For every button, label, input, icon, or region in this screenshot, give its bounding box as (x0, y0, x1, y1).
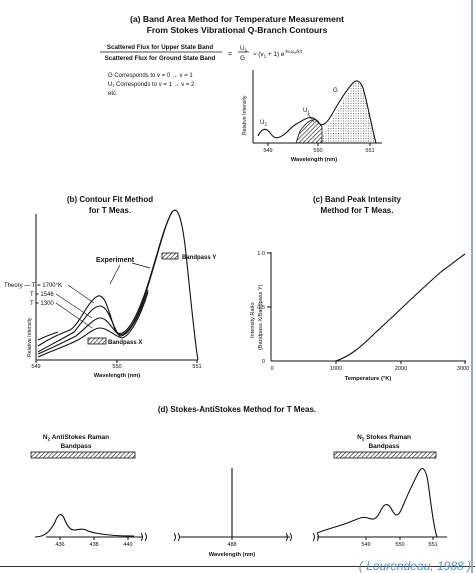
theory-leader-1 (67, 284, 95, 304)
u1-label: U1 (303, 107, 310, 115)
panel-a-contour (257, 80, 377, 144)
panel-c-ytick-label-05: 0.5 (257, 305, 265, 311)
theory-curve-1300 (37, 291, 149, 358)
theory-label-1300: T = 1300 (30, 301, 54, 307)
panel-a-ylabel: Relative Intensity (242, 95, 248, 135)
intensity-ratio-curve (335, 253, 466, 362)
experiment-leader-1 (109, 264, 121, 285)
ratio-equals: = (228, 51, 232, 58)
ratio-g: G (240, 55, 245, 62)
bandpass-x-marker (87, 337, 107, 345)
panel-a-xlabel: Wavelength (nm) (291, 157, 338, 163)
panel-d-title: (d) Stokes-AntiStokes Method for T Meas. (158, 405, 316, 414)
bandpass-y-marker (161, 252, 179, 260)
panel-a-tick-551: 551 (365, 148, 374, 154)
panel-c-xtick-label-3000: 3000 (457, 366, 469, 372)
axis-break-4 (312, 532, 319, 542)
g-band-fill (318, 81, 376, 143)
ratio-numerator: Scattered Flux for Upper State Band (107, 44, 213, 51)
theory-leader-3 (55, 302, 93, 329)
panel-b-xlabel: Wavelength (nm) (94, 373, 141, 379)
bandpass-y-label: Bandpass Y (182, 255, 216, 261)
left-shoulder (37, 331, 59, 341)
citation: ( Lourendeau, 1988 ) (358, 559, 471, 573)
axis-break-1 (140, 532, 147, 542)
panel-c-xtick-label-2000: 2000 (395, 366, 407, 372)
panel-d-tick-488: 488 (227, 542, 236, 548)
anti-stokes-label: N2 AntiStokes Raman (43, 434, 109, 442)
panel-c-ytick-label-0: 0 (262, 359, 265, 365)
panel-b-title-line1: (b) Contour Fit Method (67, 195, 153, 204)
panel-b-ylabel: Relative Intensity (27, 317, 33, 357)
theory-curve-1546 (37, 289, 149, 355)
anti-stokes-bandpass: Bandpass (60, 443, 91, 450)
panel-a-title-line2: From Stokes Vibrational Q-Branch Contour… (147, 25, 328, 35)
axis-break-3 (285, 532, 292, 542)
panel-b-tick-549: 549 (31, 364, 40, 370)
anti-stokes-contour (34, 513, 135, 538)
panel-d-tick-436: 436 (55, 542, 64, 548)
panel-b: (b) Contour Fit Method for T Meas. Relat… (4, 195, 216, 379)
theory-leader-2 (55, 293, 93, 319)
ratio-denominator: Scattered Flux for Ground State Band (105, 55, 216, 62)
panel-c-title-line2: Method for T Meas. (321, 206, 394, 215)
panel-c-ylabel-1: Intensity Ratio (250, 303, 256, 338)
panel-c-xlabel: Temperature (°K) (345, 376, 392, 382)
panel-b-tick-551: 551 (192, 364, 201, 370)
panel-c-ytick-label-1: 1.0 (257, 251, 265, 257)
bandpass-x-label: Bandpass X (108, 340, 142, 346)
stokes-contour (316, 467, 438, 538)
stokes-bandpass: Bandpass (368, 443, 399, 450)
panel-a-tick-549: 549 (263, 148, 272, 154)
experiment-leader-2 (131, 262, 151, 269)
theory-curve-1700 (37, 211, 173, 353)
note-g: G Corresponds to v = 0 → v = 1 (108, 73, 193, 79)
panel-d-tick-440: 440 (123, 542, 132, 548)
panel-b-tick-550: 550 (112, 364, 121, 370)
panel-d-tick-551: 551 (428, 542, 437, 548)
panel-c-xtick-label-0: 0 (270, 366, 273, 372)
u2-label: U2 (260, 119, 267, 127)
panel-d: (d) Stokes-AntiStokes Method for T Meas.… (30, 405, 447, 558)
note-u1: U₁ Corresponds to v = 1 → v = 2 (108, 82, 195, 88)
experiment-label: Experiment (96, 257, 135, 264)
ratio-u: U1 (240, 45, 248, 53)
experiment-curve (37, 209, 199, 361)
stokes-label: N2 Stokes Raman (357, 434, 411, 442)
theory-label-1546: T = 1546 (30, 292, 54, 298)
ratio-rhs: ≈ (v1 + 1) e-hcωe/kT (253, 49, 303, 59)
panel-d-xlabel: Wavelength (nm) (209, 552, 256, 558)
panel-c-xtick-label-1000: 1000 (330, 366, 342, 372)
theory-label-1700: Theory — T = 1700°K (4, 283, 62, 289)
panel-d-tick-550: 550 (395, 542, 404, 548)
right-edge-rule (471, 0, 473, 573)
note-etc: etc. (108, 91, 118, 97)
panel-d-tick-438: 438 (89, 542, 98, 548)
panel-a: (a) Band Area Method for Temperature Mea… (100, 14, 382, 163)
panel-a-title-line1: (a) Band Area Method for Temperature Mea… (130, 14, 344, 24)
panel-c-ylabel-2: (Bandpass X/Bandpass Y) (258, 284, 264, 350)
g-label: G (333, 87, 338, 94)
panel-b-title-line2: for T Meas. (89, 206, 131, 215)
panel-c-title-line1: (c) Band Peak Intensity (313, 195, 402, 204)
panel-d-tick-549: 549 (361, 542, 370, 548)
stokes-bandpass-bar (333, 451, 437, 459)
panel-c: (c) Band Peak Intensity Method for T Mea… (250, 195, 469, 382)
axis-break-2 (173, 532, 180, 542)
bottom-rule (0, 566, 475, 567)
anti-stokes-bandpass-bar (30, 451, 136, 459)
u1-leader (307, 113, 315, 123)
panel-a-tick-550: 550 (313, 148, 322, 154)
